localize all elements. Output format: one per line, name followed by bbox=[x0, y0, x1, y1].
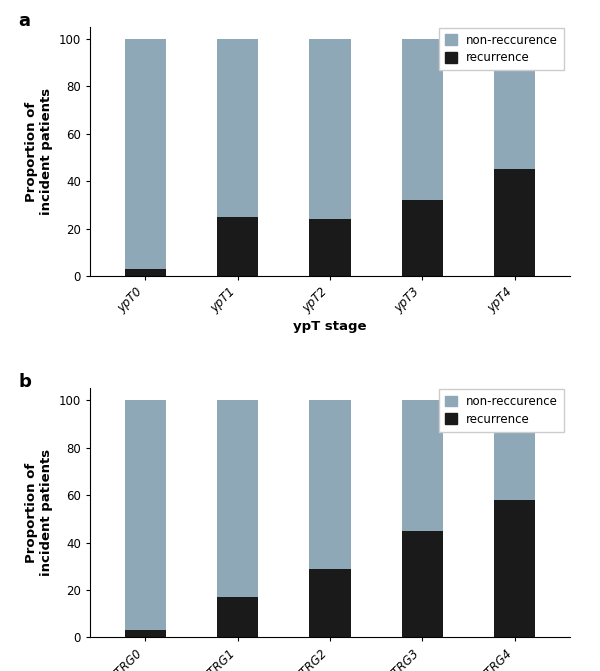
Bar bbox=[401, 400, 443, 531]
Bar bbox=[494, 39, 535, 169]
Bar bbox=[401, 531, 443, 637]
Bar bbox=[217, 39, 259, 217]
Bar bbox=[309, 568, 351, 637]
Bar bbox=[217, 400, 259, 597]
Legend: non-reccurence, recurrence: non-reccurence, recurrence bbox=[439, 28, 564, 70]
Bar bbox=[494, 400, 535, 500]
Text: b: b bbox=[18, 373, 31, 391]
Bar bbox=[309, 219, 351, 276]
Bar bbox=[309, 400, 351, 568]
Y-axis label: Proportion of
incident patients: Proportion of incident patients bbox=[25, 450, 53, 576]
Text: a: a bbox=[18, 12, 30, 30]
X-axis label: ypT stage: ypT stage bbox=[293, 321, 367, 333]
Bar bbox=[125, 269, 166, 276]
Legend: non-reccurence, recurrence: non-reccurence, recurrence bbox=[439, 389, 564, 431]
Bar bbox=[494, 169, 535, 276]
Bar bbox=[217, 217, 259, 276]
Bar bbox=[125, 400, 166, 630]
Bar bbox=[401, 39, 443, 200]
Bar bbox=[125, 630, 166, 637]
Bar bbox=[217, 597, 259, 637]
Bar bbox=[494, 500, 535, 637]
Bar bbox=[125, 39, 166, 269]
Bar bbox=[401, 200, 443, 276]
Y-axis label: Proportion of
incident patients: Proportion of incident patients bbox=[25, 88, 53, 215]
Bar bbox=[309, 39, 351, 219]
